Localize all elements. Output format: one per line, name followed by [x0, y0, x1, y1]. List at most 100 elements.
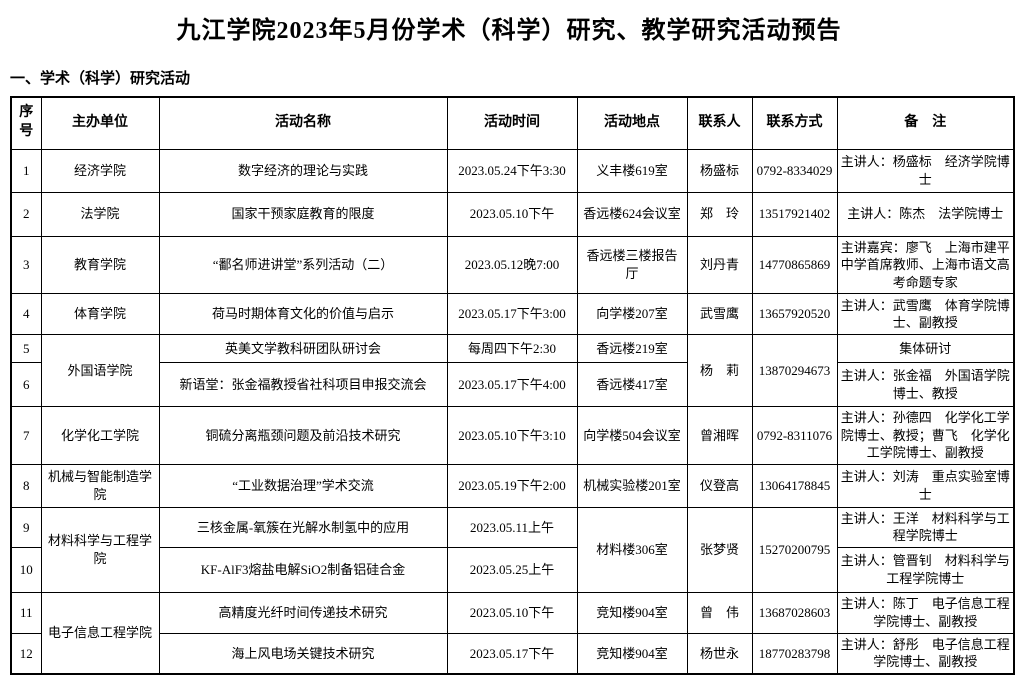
table-cell: 12 [10, 632, 42, 675]
table-cell: 15270200795 [751, 506, 838, 593]
table-cell: 曾湘晖 [686, 406, 753, 465]
table-cell: 材料楼306室 [576, 506, 688, 593]
table-cell: 机械实验楼201室 [576, 463, 688, 508]
table-cell: “工业数据治理”学术交流 [158, 463, 448, 508]
table-cell: 武雪鹰 [686, 293, 753, 336]
table-cell: 曾 伟 [686, 591, 753, 634]
table-row: 4 体育学院 荷马时期体育文化的价值与启示 2023.05.17下午3:00 向学楼20… [10, 293, 1015, 336]
table-cell: 18770283798 [751, 632, 838, 675]
table-cell: 三核金属-氧簇在光解水制氢中的应用 [158, 506, 448, 548]
table-cell: 材料科学与工程学院 [40, 506, 160, 593]
table-cell: 集体研讨 [836, 334, 1015, 364]
table-cell: 2023.05.12晚7:00 [446, 235, 578, 295]
table-cell: 主讲人：武雪鹰 体育学院博士、副教授 [836, 293, 1015, 336]
table-cell: 4 [10, 293, 42, 336]
table-cell: 14770865869 [751, 235, 838, 295]
table-cell: 张梦贤 [686, 506, 753, 593]
table-cell: 2023.05.17下午4:00 [446, 362, 578, 408]
table-cell: 主讲人：孙德四 化学化工学院博士、教授；曹飞 化学化工学院博士、副教授 [836, 406, 1015, 465]
table-cell: 7 [10, 406, 42, 465]
table-cell: 2023.05.25上午 [446, 546, 578, 593]
table-cell: 郑 玲 [686, 191, 753, 237]
table-cell: 经济学院 [40, 148, 160, 193]
column-header: 备 注 [836, 96, 1015, 150]
table-cell: 主讲嘉宾：廖飞 上海市建平中学首席教师、上海市语文高考命题专家 [836, 235, 1015, 295]
table-cell: 香远楼417室 [576, 362, 688, 408]
column-header: 序号 [10, 96, 42, 150]
table-cell: 国家干预家庭教育的限度 [158, 191, 448, 237]
table-cell: 机械与智能制造学院 [40, 463, 160, 508]
table-row: 11 电子信息工程学院 高精度光纤时间传递技术研究 2023.05.10下午 竞知楼90… [10, 591, 1015, 675]
table-row: 9 材料科学与工程学院 三核金属-氧簇在光解水制氢中的应用 2023.05.11上午材… [10, 506, 1015, 593]
table-cell: 13064178845 [751, 463, 838, 508]
table-header-row: 序号 主办单位 活动名称 活动时间 活动地点 联系人 联系方式备 注 [10, 96, 1015, 150]
column-header: 联系人 [686, 96, 753, 150]
table-cell: 义丰楼619室 [576, 148, 688, 193]
table-row: 12 海上风电场关键技术研究 2023.05.17下午 竞知楼904室 杨世永 18770… [10, 632, 1015, 675]
table-cell: 杨世永 [686, 632, 753, 675]
table-cell: 体育学院 [40, 293, 160, 336]
column-header: 主办单位 [40, 96, 160, 150]
table-cell: 竞知楼904室 [576, 591, 688, 634]
table-cell: 8 [10, 463, 42, 508]
table-cell: 13657920520 [751, 293, 838, 336]
table-cell: 法学院 [40, 191, 160, 237]
table-row: 10 KF-AlF3熔盐电解SiO2制备铝硅合金 2023.05.25上午 主讲人：管… [10, 546, 1015, 593]
table-cell: KF-AlF3熔盐电解SiO2制备铝硅合金 [158, 546, 448, 593]
table-row: 7 化学化工学院 铜硫分离瓶颈问题及前沿技术研究 2023.05.10下午3:10 向学… [10, 406, 1015, 465]
table-cell: 主讲人：张金福 外国语学院博士、教授 [836, 362, 1015, 408]
table-cell: 主讲人：舒彤 电子信息工程学院博士、副教授 [836, 632, 1015, 675]
table-cell: 11 [10, 591, 42, 634]
table-cell: 荷马时期体育文化的价值与启示 [158, 293, 448, 336]
table-cell: 主讲人：陈丁 电子信息工程学院博士、副教授 [836, 591, 1015, 634]
table-cell: 向学楼207室 [576, 293, 688, 336]
page-title: 九江学院2023年5月份学术（科学）研究、教学研究活动预告 [176, 18, 842, 44]
table-cell: 13517921402 [751, 191, 838, 237]
table-cell: 2023.05.17下午 [446, 632, 578, 675]
table-row: 5 外国语学院 英美文学教科研团队研讨会 每周四下午2:30 香远楼219室杨 莉 138… [10, 334, 1015, 408]
table-cell: 竞知楼904室 [576, 632, 688, 675]
table-cell: 化学化工学院 [40, 406, 160, 465]
table-cell: 主讲人：刘涛 重点实验室博士 [836, 463, 1015, 508]
table-cell: 海上风电场关键技术研究 [158, 632, 448, 675]
activity-schedule-table: 序号 主办单位 活动名称 活动时间 活动地点 联系人 联系方式备 注 1 经济学院 数字经济的理… [10, 96, 1015, 675]
table-cell: 杨盛标 [686, 148, 753, 193]
table-cell: 香远楼三楼报告厅 [576, 235, 688, 295]
table-cell: 刘丹青 [686, 235, 753, 295]
table-cell: 香远楼624会议室 [576, 191, 688, 237]
table-cell: 2023.05.10下午3:10 [446, 406, 578, 465]
table-cell: 0792-8311076 [751, 406, 838, 465]
table-cell: 13870294673 [751, 334, 838, 408]
table-cell: 0792-8334029 [751, 148, 838, 193]
table-cell: 2023.05.10下午 [446, 591, 578, 634]
table-cell: 2023.05.17下午3:00 [446, 293, 578, 336]
table-cell: 数字经济的理论与实践 [158, 148, 448, 193]
table-cell: 2023.05.11上午 [446, 506, 578, 548]
table-cell: 高精度光纤时间传递技术研究 [158, 591, 448, 634]
column-header: 活动地点 [576, 96, 688, 150]
table-cell: 主讲人：管晋钊 材料科学与工程学院博士 [836, 546, 1015, 593]
table-cell: 仪登高 [686, 463, 753, 508]
table-cell: 外国语学院 [40, 334, 160, 408]
table-row: 8 机械与智能制造学院 “工业数据治理”学术交流 2023.05.19下午2:00 机械… [10, 463, 1015, 508]
table-cell: 9 [10, 506, 42, 548]
table-cell: 主讲人：王洋 材料科学与工程学院博士 [836, 506, 1015, 548]
table-cell: 1 [10, 148, 42, 193]
table-cell: 主讲人：陈杰 法学院博士 [836, 191, 1015, 237]
column-header: 联系方式 [751, 96, 838, 150]
table-cell: 香远楼219室 [576, 334, 688, 364]
table-cell: 2023.05.10下午 [446, 191, 578, 237]
table-cell: 10 [10, 546, 42, 593]
table-cell: 6 [10, 362, 42, 408]
table-cell: 教育学院 [40, 235, 160, 295]
column-header: 活动时间 [446, 96, 578, 150]
section-heading: 一、学术（科学）研究活动 [10, 71, 191, 87]
table-cell: 3 [10, 235, 42, 295]
table-cell: 5 [10, 334, 42, 364]
table-row: 3 教育学院 “鄱名师进讲堂”系列活动（二） 2023.05.12晚7:00 香远楼三楼… [10, 235, 1015, 295]
table-cell: 2023.05.19下午2:00 [446, 463, 578, 508]
table-cell: 向学楼504会议室 [576, 406, 688, 465]
table-body: 1 经济学院 数字经济的理论与实践 2023.05.24下午3:30 义丰楼619室 杨盛… [10, 148, 1015, 675]
table-row: 1 经济学院 数字经济的理论与实践 2023.05.24下午3:30 义丰楼619室 杨盛… [10, 148, 1015, 193]
